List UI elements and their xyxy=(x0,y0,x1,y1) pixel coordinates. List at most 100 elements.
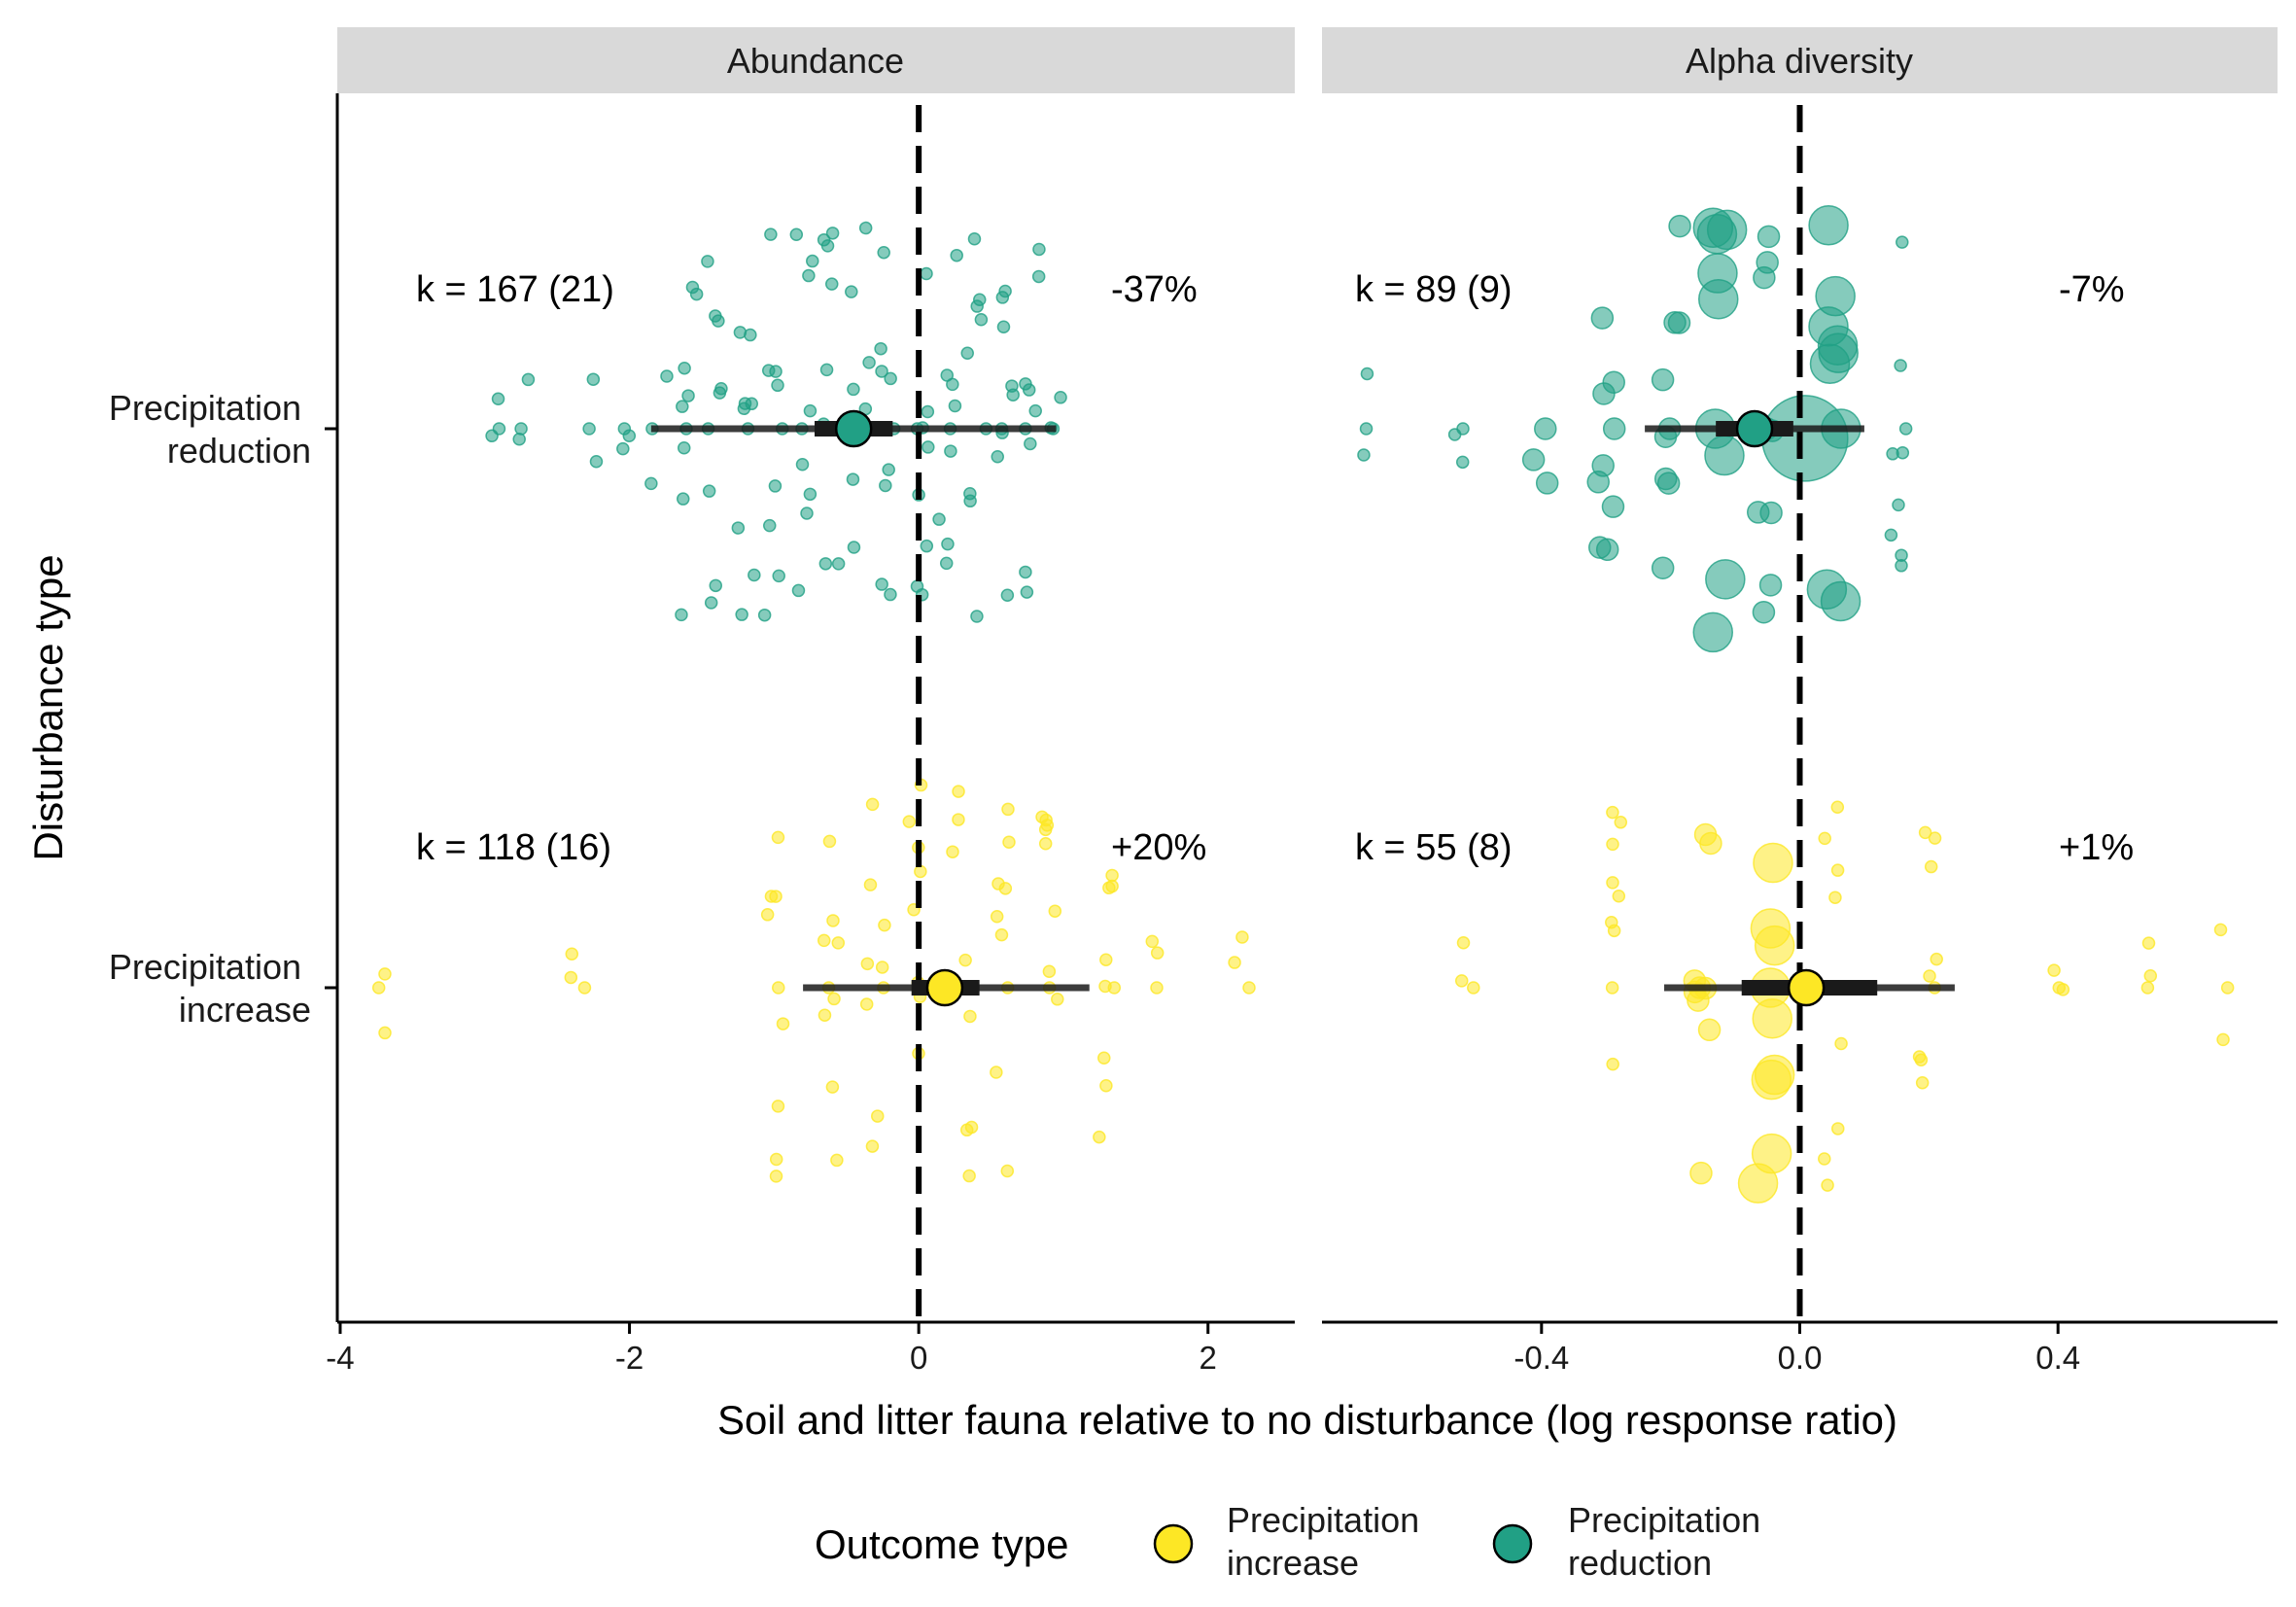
pooled-estimate-point xyxy=(1787,968,1826,1007)
effect-size-point xyxy=(616,441,630,456)
effect-size-point xyxy=(2220,981,2235,995)
effect-size-point xyxy=(709,309,722,323)
effect-size-point xyxy=(960,346,974,361)
effect-size-point xyxy=(882,463,895,476)
effect-size-point xyxy=(1586,471,1610,494)
points-layer-alpha-diversity xyxy=(1357,205,2235,1204)
effect-size-point xyxy=(998,882,1013,895)
effect-size-point xyxy=(1099,1079,1113,1093)
effect-size-point xyxy=(803,487,818,502)
effect-size-point xyxy=(963,494,977,508)
effect-size-point xyxy=(2140,981,2155,995)
annotations-alpha-diversity: k = 89 (9) -7% k = 55 (8) +1% xyxy=(1355,269,2134,868)
effect-size-point xyxy=(859,997,874,1011)
effect-size-point xyxy=(932,512,946,526)
effect-size-point xyxy=(677,441,691,455)
effect-size-point xyxy=(644,476,658,491)
x-tick-label: 0.4 xyxy=(2035,1340,2080,1376)
effect-size-point xyxy=(939,556,954,571)
effect-size-point xyxy=(922,440,935,454)
effect-size-point xyxy=(802,268,816,283)
effect-size-point xyxy=(769,365,783,378)
y-axis-title: Disturbance type xyxy=(25,554,71,860)
effect-size-point xyxy=(1605,981,1619,995)
effect-size-point xyxy=(1928,831,1942,845)
effect-size-point xyxy=(817,933,831,948)
effect-size-point xyxy=(768,479,783,493)
effect-size-point xyxy=(1924,859,1938,874)
effect-size-point xyxy=(940,368,954,382)
effect-size-point xyxy=(675,608,688,622)
effect-size-point xyxy=(1758,574,1783,597)
effect-size-point xyxy=(737,402,751,416)
effect-size-point xyxy=(920,266,933,281)
effect-size-point xyxy=(818,557,833,571)
facet-panel-abundance: Abundance k = 167 (21) -37% k = 118 (16)… xyxy=(326,27,1295,1376)
effect-size-point xyxy=(1000,1164,1015,1178)
effect-size-point xyxy=(1753,842,1793,884)
effect-size-point xyxy=(831,557,846,571)
legend-label-reduction: Precipitation reduction xyxy=(1568,1500,1770,1583)
effect-size-point xyxy=(1360,367,1374,381)
effect-size-point xyxy=(2056,983,2070,996)
effect-size-point xyxy=(847,541,861,554)
k-label-reduction-alpha: k = 89 (9) xyxy=(1355,269,1513,310)
effect-size-point xyxy=(1001,802,1015,817)
effect-size-point xyxy=(1098,979,1112,994)
effect-size-point xyxy=(970,610,984,623)
effect-size-point xyxy=(946,845,959,858)
effect-size-point xyxy=(677,492,690,506)
effect-size-point xyxy=(512,432,526,446)
effect-size-point xyxy=(1912,1050,1927,1064)
effect-size-point xyxy=(769,1170,783,1183)
effect-size-point xyxy=(1054,391,1067,404)
effect-size-point xyxy=(1884,528,1898,542)
effect-size-point xyxy=(769,1152,783,1167)
effect-size-point xyxy=(1000,588,1015,602)
effect-size-point xyxy=(1693,822,1718,847)
effect-size-point xyxy=(2213,923,2228,937)
x-axis-alpha-diversity: -0.4 0.0 0.4 xyxy=(1322,1320,2278,1376)
effect-size-point xyxy=(878,918,891,932)
effect-size-point xyxy=(1099,953,1113,966)
effect-size-point xyxy=(789,227,804,241)
effect-size-point xyxy=(565,947,579,961)
effect-size-point xyxy=(1754,925,1795,966)
effect-size-point xyxy=(952,785,965,798)
effect-size-point xyxy=(1894,359,1907,372)
effect-size-point xyxy=(1592,382,1616,405)
facet-strip-alpha-diversity xyxy=(1322,27,2278,93)
effect-size-point xyxy=(830,1153,844,1168)
facet-title-abundance: Abundance xyxy=(727,41,904,81)
effect-size-point xyxy=(1040,819,1055,832)
effect-size-point xyxy=(1697,1018,1722,1042)
effect-size-point xyxy=(622,429,637,442)
effect-size-point xyxy=(772,981,785,995)
effect-size-point xyxy=(1602,417,1626,440)
effect-size-point xyxy=(910,579,924,593)
effect-size-point xyxy=(378,967,392,981)
effect-size-point xyxy=(744,328,757,342)
effect-size-point xyxy=(1357,448,1371,462)
y-tick-label-reduction: Precipitation reduction xyxy=(109,388,311,471)
effect-size-point xyxy=(1032,242,1046,257)
effect-size-point xyxy=(678,361,691,375)
effect-size-point xyxy=(1002,835,1016,849)
effect-size-point xyxy=(973,293,987,306)
legend-label-reduction-line2: reduction xyxy=(1568,1543,1712,1583)
effect-size-point xyxy=(2143,969,2158,983)
effect-size-point xyxy=(941,537,955,551)
effect-size-point xyxy=(676,400,689,413)
effect-size-point xyxy=(795,457,810,472)
effect-size-point xyxy=(2047,963,2061,977)
effect-size-point xyxy=(586,372,601,386)
effect-size-point xyxy=(1697,253,1738,294)
effect-size-point xyxy=(902,815,917,828)
legend-label-reduction-line1: Precipitation xyxy=(1568,1500,1760,1540)
pooled-estimate-point xyxy=(1735,409,1774,448)
effect-size-point xyxy=(879,478,892,493)
effect-size-point xyxy=(709,578,723,593)
effect-size-point xyxy=(1892,498,1905,512)
y-tick-label-increase-line2: increase xyxy=(179,990,311,1030)
x-axis-title: Soil and litter fauna relative to no dis… xyxy=(717,1397,1897,1443)
